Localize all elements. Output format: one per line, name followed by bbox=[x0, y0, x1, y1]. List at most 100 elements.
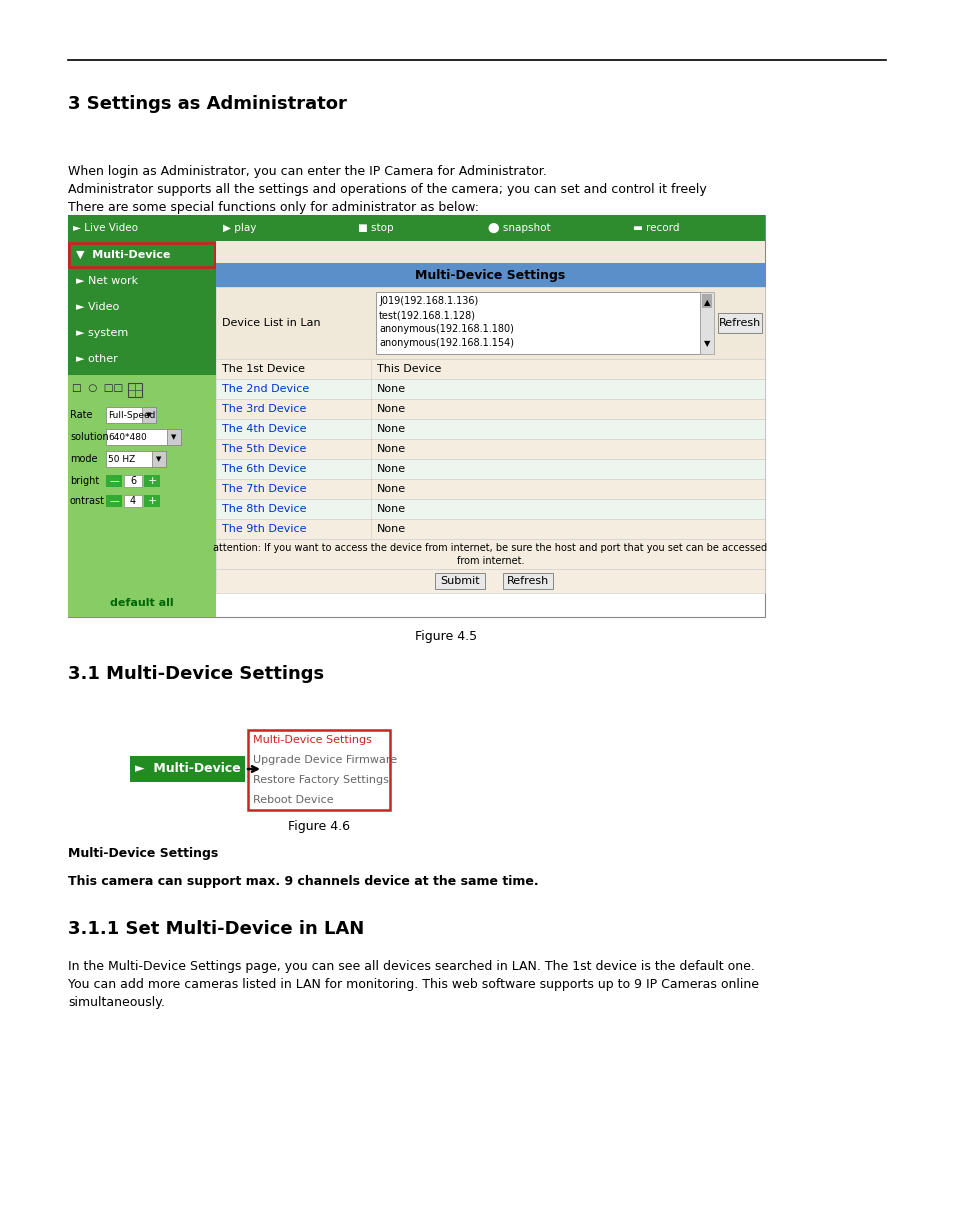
Text: anonymous(192.168.1.180): anonymous(192.168.1.180) bbox=[378, 325, 514, 334]
Text: +: + bbox=[147, 476, 156, 486]
Text: ▼: ▼ bbox=[172, 434, 176, 440]
Bar bbox=[106, 450, 166, 467]
Text: The 9th Device: The 9th Device bbox=[222, 524, 306, 534]
Text: The 3rd Device: The 3rd Device bbox=[222, 404, 306, 414]
Text: The 5th Device: The 5th Device bbox=[222, 444, 306, 454]
Text: test(192.168.1.128): test(192.168.1.128) bbox=[378, 310, 476, 320]
Bar bbox=[124, 475, 142, 487]
Text: Figure 4.5: Figure 4.5 bbox=[415, 630, 477, 643]
Text: Multi-Device Settings: Multi-Device Settings bbox=[415, 269, 565, 281]
Text: None: None bbox=[376, 404, 406, 414]
Bar bbox=[68, 216, 764, 241]
Text: None: None bbox=[376, 464, 406, 474]
Text: Refresh: Refresh bbox=[719, 318, 760, 328]
Text: ▶ play: ▶ play bbox=[223, 223, 256, 233]
Text: Submit: Submit bbox=[440, 576, 479, 586]
Text: ► system: ► system bbox=[76, 328, 128, 338]
Bar bbox=[215, 398, 764, 419]
Text: ⬤ snapshot: ⬤ snapshot bbox=[488, 223, 550, 233]
Bar bbox=[106, 429, 181, 444]
Text: mode: mode bbox=[70, 454, 97, 464]
Text: None: None bbox=[376, 444, 406, 454]
Text: attention: If you want to access the device from internet, be sure the host and : attention: If you want to access the dev… bbox=[213, 543, 767, 553]
Text: ► Live Video: ► Live Video bbox=[73, 223, 138, 233]
Text: □  ○  □□: □ ○ □□ bbox=[71, 383, 123, 394]
Bar bbox=[215, 480, 764, 499]
Bar bbox=[144, 495, 160, 507]
Bar bbox=[718, 312, 761, 333]
Text: ►  Multi-Device: ► Multi-Device bbox=[134, 763, 240, 775]
Bar bbox=[142, 407, 156, 423]
Text: ontrast: ontrast bbox=[70, 497, 105, 506]
Text: This Device: This Device bbox=[376, 365, 441, 374]
Text: simultaneously.: simultaneously. bbox=[68, 995, 165, 1009]
Bar bbox=[375, 292, 700, 354]
Text: Restore Factory Settings: Restore Factory Settings bbox=[253, 775, 389, 785]
Bar bbox=[68, 216, 764, 616]
Bar bbox=[124, 495, 142, 507]
Bar bbox=[106, 407, 156, 423]
Text: In the Multi-Device Settings page, you can see all devices searched in LAN. The : In the Multi-Device Settings page, you c… bbox=[68, 960, 754, 972]
Text: ▼: ▼ bbox=[156, 457, 161, 463]
Text: solution: solution bbox=[70, 432, 109, 442]
Text: ▼: ▼ bbox=[703, 339, 709, 348]
Text: None: None bbox=[376, 504, 406, 513]
Text: None: None bbox=[376, 384, 406, 394]
Bar bbox=[248, 730, 390, 810]
Bar bbox=[503, 573, 553, 589]
Text: When login as Administrator, you can enter the IP Camera for Administrator.: When login as Administrator, you can ent… bbox=[68, 165, 546, 178]
Text: The 4th Device: The 4th Device bbox=[222, 424, 306, 434]
Text: ▼: ▼ bbox=[146, 412, 152, 418]
Text: —: — bbox=[109, 476, 119, 486]
Text: None: None bbox=[376, 524, 406, 534]
Text: Reboot Device: Reboot Device bbox=[253, 794, 334, 805]
Bar bbox=[68, 269, 215, 293]
Text: 4: 4 bbox=[130, 497, 136, 506]
Text: anonymous(192.168.1.154): anonymous(192.168.1.154) bbox=[378, 338, 514, 348]
Text: 3.1.1 Set Multi-Device in LAN: 3.1.1 Set Multi-Device in LAN bbox=[68, 920, 364, 939]
Bar bbox=[215, 419, 764, 440]
Text: Refresh: Refresh bbox=[507, 576, 549, 586]
Bar bbox=[69, 243, 214, 266]
Text: ► Video: ► Video bbox=[76, 302, 119, 312]
Text: 50 HZ: 50 HZ bbox=[108, 454, 135, 464]
Text: Rate: Rate bbox=[70, 411, 92, 420]
Text: bright: bright bbox=[70, 476, 99, 486]
Text: ▲: ▲ bbox=[703, 298, 709, 308]
Bar bbox=[435, 573, 485, 589]
Bar bbox=[215, 263, 764, 287]
Bar bbox=[144, 475, 160, 487]
Text: This camera can support max. 9 channels device at the same time.: This camera can support max. 9 channels … bbox=[68, 876, 538, 888]
Text: +: + bbox=[147, 497, 156, 506]
Text: The 8th Device: The 8th Device bbox=[222, 504, 306, 513]
Text: The 2nd Device: The 2nd Device bbox=[222, 384, 309, 394]
Text: None: None bbox=[376, 424, 406, 434]
Bar bbox=[215, 520, 764, 539]
Text: 3.1 Multi-Device Settings: 3.1 Multi-Device Settings bbox=[68, 665, 324, 683]
Text: The 1st Device: The 1st Device bbox=[222, 365, 305, 374]
Text: ► other: ► other bbox=[76, 354, 117, 365]
Text: The 6th Device: The 6th Device bbox=[222, 464, 306, 474]
Text: ▬ record: ▬ record bbox=[633, 223, 679, 233]
Text: Administrator supports all the settings and operations of the camera; you can se: Administrator supports all the settings … bbox=[68, 183, 706, 196]
Bar bbox=[215, 539, 764, 569]
Text: You can add more cameras listed in LAN for monitoring. This web software support: You can add more cameras listed in LAN f… bbox=[68, 978, 759, 991]
Bar bbox=[106, 475, 122, 487]
Bar bbox=[152, 450, 166, 467]
Text: J019(192.168.1.136): J019(192.168.1.136) bbox=[378, 295, 477, 306]
Bar bbox=[215, 569, 764, 593]
Text: default all: default all bbox=[111, 598, 173, 608]
Text: from internet.: from internet. bbox=[456, 556, 524, 566]
Text: Multi-Device Settings: Multi-Device Settings bbox=[68, 846, 218, 860]
Bar bbox=[215, 241, 764, 263]
Bar bbox=[215, 358, 764, 379]
Text: 3 Settings as Administrator: 3 Settings as Administrator bbox=[68, 94, 347, 113]
Bar bbox=[215, 459, 764, 480]
Bar bbox=[106, 495, 122, 507]
Text: Figure 4.6: Figure 4.6 bbox=[288, 820, 350, 833]
Bar bbox=[68, 375, 215, 616]
Text: ► Net work: ► Net work bbox=[76, 276, 138, 286]
Bar bbox=[167, 429, 181, 444]
Bar bbox=[215, 379, 764, 398]
Bar bbox=[68, 295, 215, 318]
